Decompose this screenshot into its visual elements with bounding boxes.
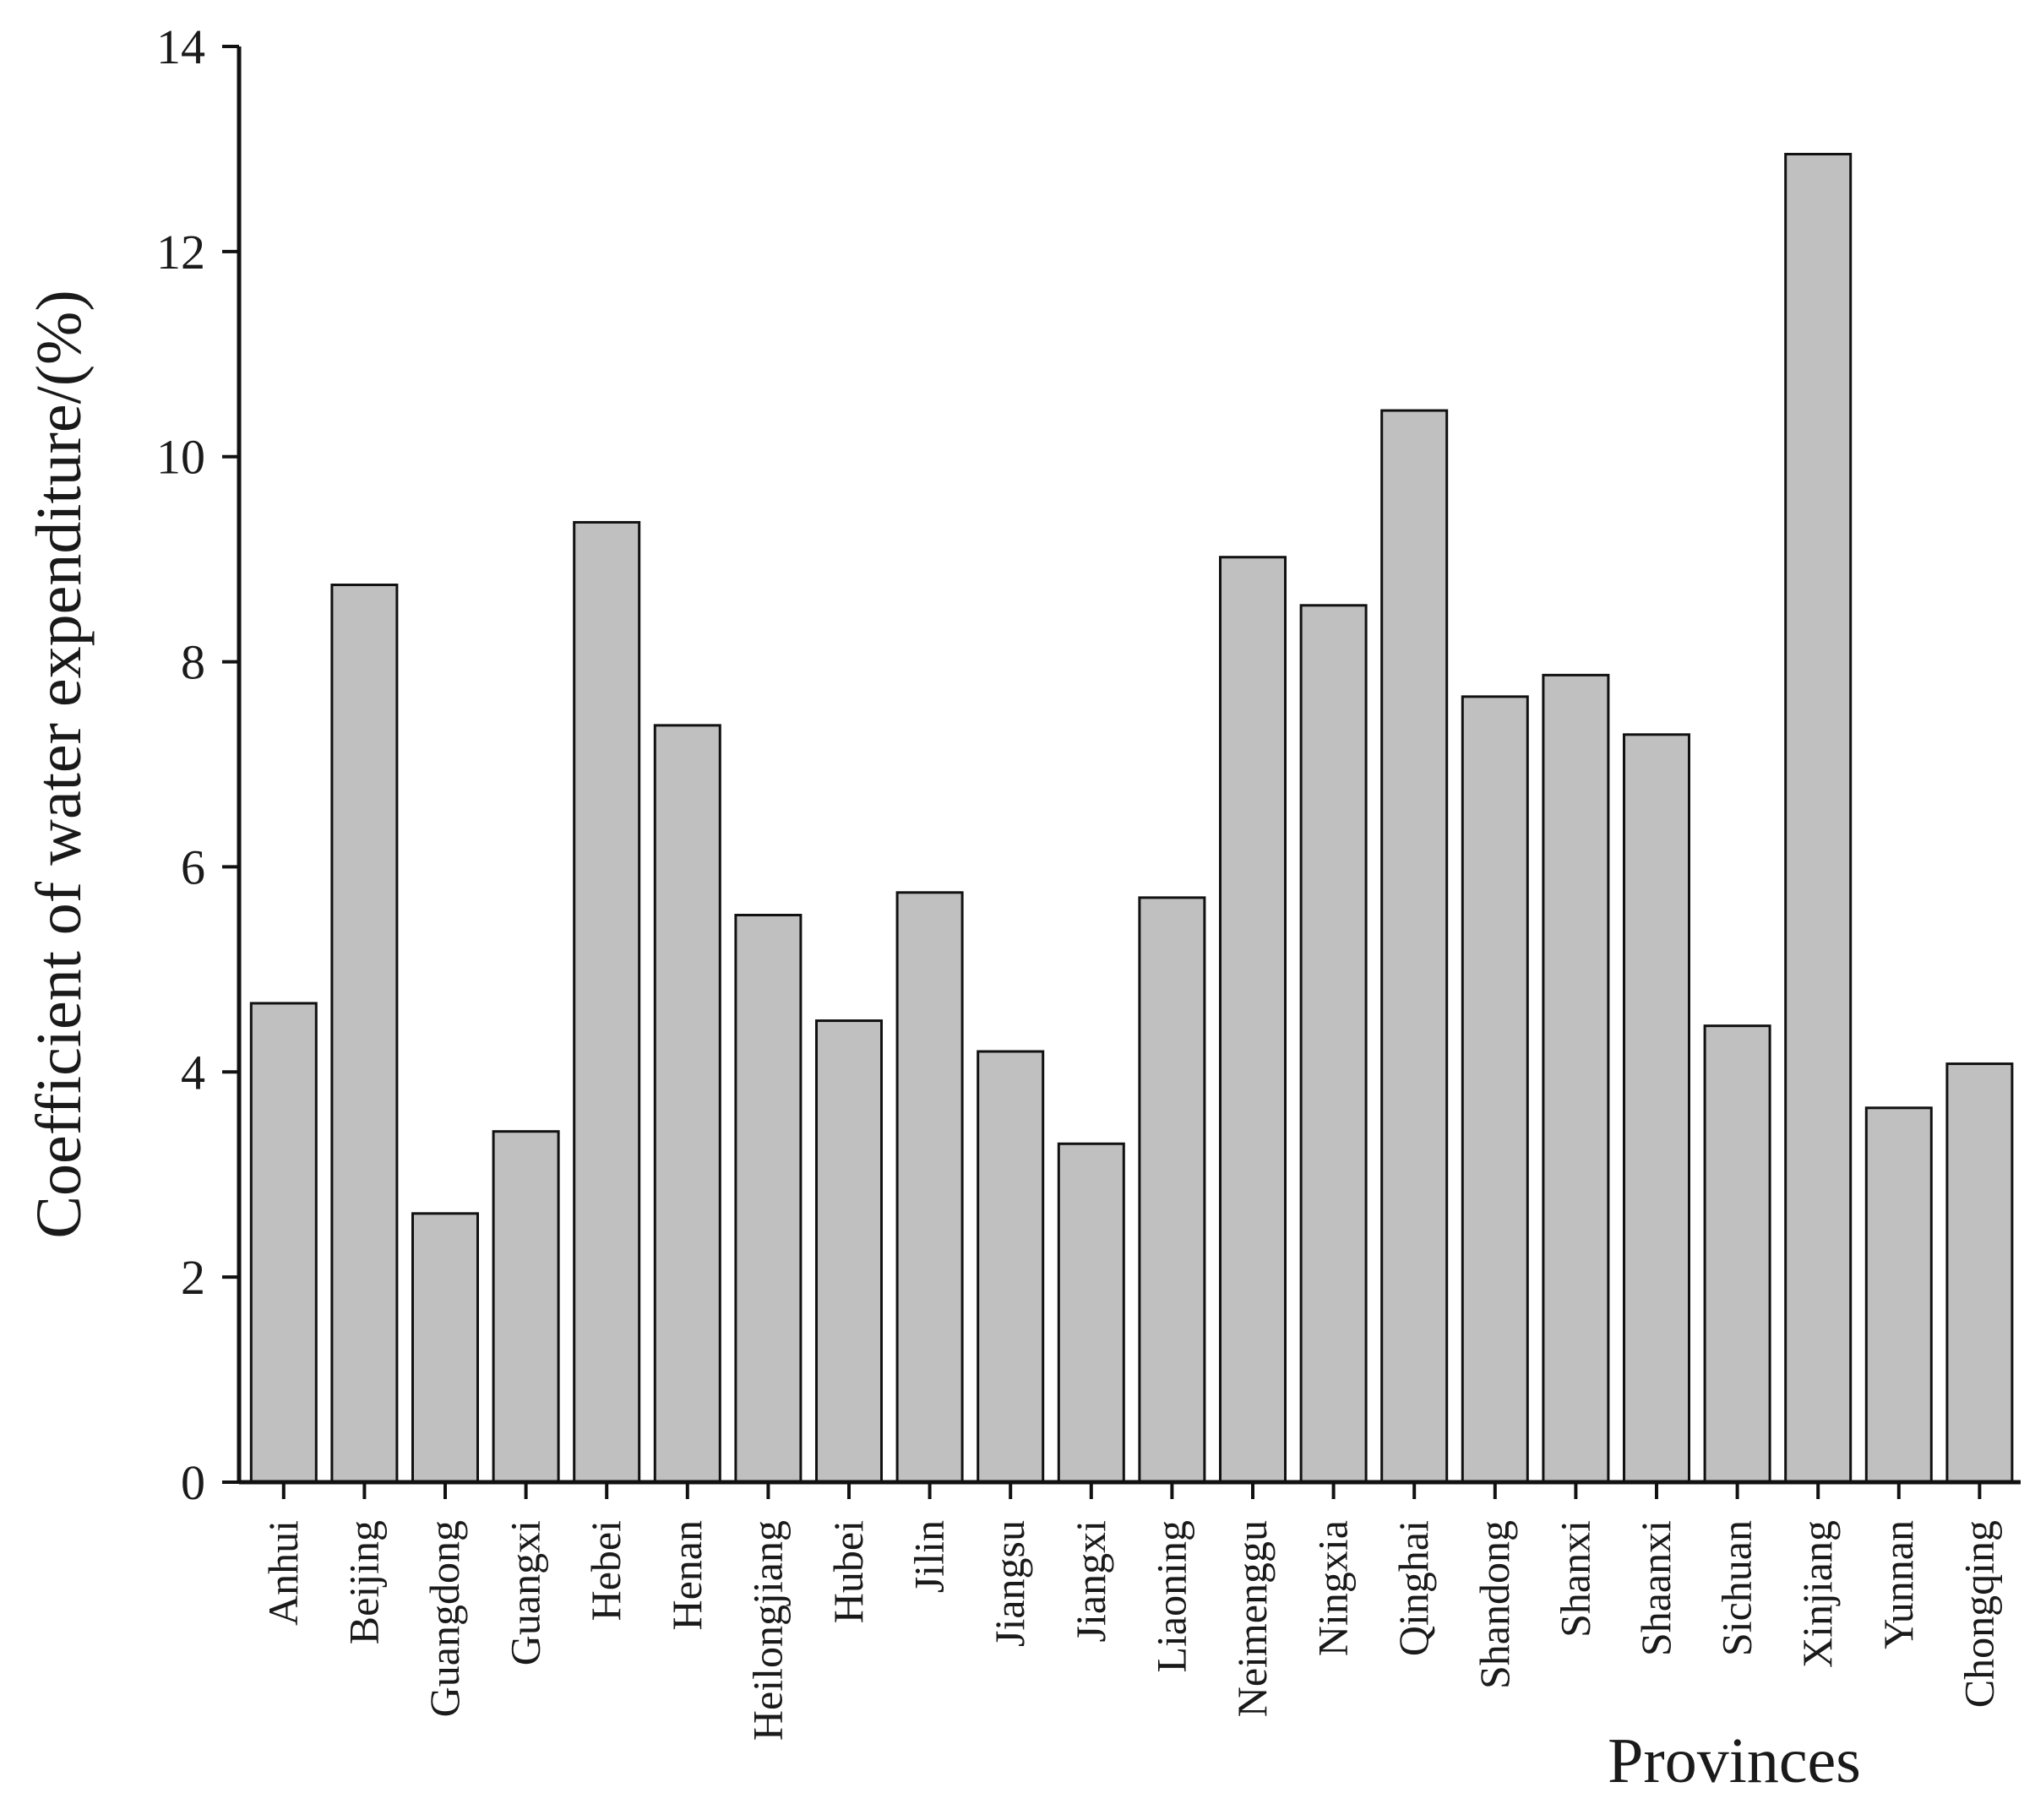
bar-guangdong xyxy=(411,1212,479,1484)
x-tick-label: Hubei xyxy=(824,1520,872,1623)
y-tick-label: 14 xyxy=(156,19,205,74)
bar-neimenggu xyxy=(1219,556,1287,1484)
x-tick-label: Jiangsu xyxy=(986,1520,1033,1647)
x-tick-label: Anhui xyxy=(259,1520,307,1626)
x-tick-label: Yunnan xyxy=(1874,1520,1922,1649)
x-tick-label: Jilin xyxy=(906,1520,953,1593)
x-tick-label: Guangxi xyxy=(502,1520,549,1665)
bar-heilongjiang xyxy=(734,914,803,1484)
bar-xinjiang xyxy=(1784,153,1853,1484)
y-ticks-group: 0 2 4 6 8 10 12 14 xyxy=(156,19,239,1510)
x-tick-label: Neimenggu xyxy=(1228,1520,1276,1717)
bar-chongqing xyxy=(1945,1062,2014,1484)
x-axis-title: Provinces xyxy=(1608,1725,1861,1796)
bar-anhui xyxy=(249,1002,318,1484)
x-tick-label: Jiangxi xyxy=(1067,1520,1114,1642)
y-tick-label: 6 xyxy=(181,839,205,894)
x-tick-label: Guangdong xyxy=(421,1520,468,1717)
bar-ningxia xyxy=(1299,604,1368,1484)
bar-hebei xyxy=(573,520,641,1484)
x-tick-label: Heilongjiang xyxy=(743,1520,791,1741)
bar-jilin xyxy=(895,891,964,1484)
bar-jiangsu xyxy=(977,1050,1045,1484)
bar-shandong xyxy=(1461,695,1529,1484)
bar-shanxi xyxy=(1542,673,1610,1484)
x-tick-label: Ningxia xyxy=(1309,1520,1357,1656)
y-tick-label: 8 xyxy=(181,635,205,690)
y-tick-label: 12 xyxy=(156,225,205,280)
y-tick-label: 10 xyxy=(156,430,205,485)
y-tick-label: 2 xyxy=(181,1250,205,1305)
bar-hubei xyxy=(815,1019,883,1484)
x-tick-label: Shandong xyxy=(1471,1520,1518,1689)
x-tick-label: Hebei xyxy=(582,1520,629,1621)
bar-yunnan xyxy=(1864,1106,1933,1484)
x-tick-label: Sichuan xyxy=(1713,1520,1760,1656)
x-tick-label: Xinjiang xyxy=(1793,1520,1841,1668)
x-tick-label: Henan xyxy=(663,1520,710,1631)
x-tick-label: Beijing xyxy=(340,1520,387,1644)
bar-guangxi xyxy=(492,1130,560,1484)
y-axis-title: Coefficient of water expenditure/(%) xyxy=(24,290,95,1238)
bar-liaoning xyxy=(1138,896,1206,1484)
bar-beijing xyxy=(330,584,399,1484)
y-tick-label: 0 xyxy=(181,1455,205,1510)
y-tick-label: 4 xyxy=(181,1045,205,1100)
bar-qinghai xyxy=(1380,409,1449,1484)
x-tick-label: Liaoning xyxy=(1147,1520,1194,1673)
x-tick-label: Shaanxi xyxy=(1632,1520,1679,1656)
x-ticks-group: Anhui Beijing Guangdong Guangxi Hebei Henan He… xyxy=(259,1482,2002,1741)
bar-jiangxi xyxy=(1057,1142,1125,1484)
x-tick-label: Shanxi xyxy=(1551,1520,1598,1638)
x-tick-label: Qinghai xyxy=(1390,1520,1437,1656)
bar-shaanxi xyxy=(1623,733,1690,1484)
bars-group xyxy=(249,153,2014,1484)
bar-sichuan xyxy=(1703,1024,1771,1484)
bar-henan xyxy=(653,724,721,1484)
x-tick-label: Chongqing xyxy=(1955,1520,2002,1708)
